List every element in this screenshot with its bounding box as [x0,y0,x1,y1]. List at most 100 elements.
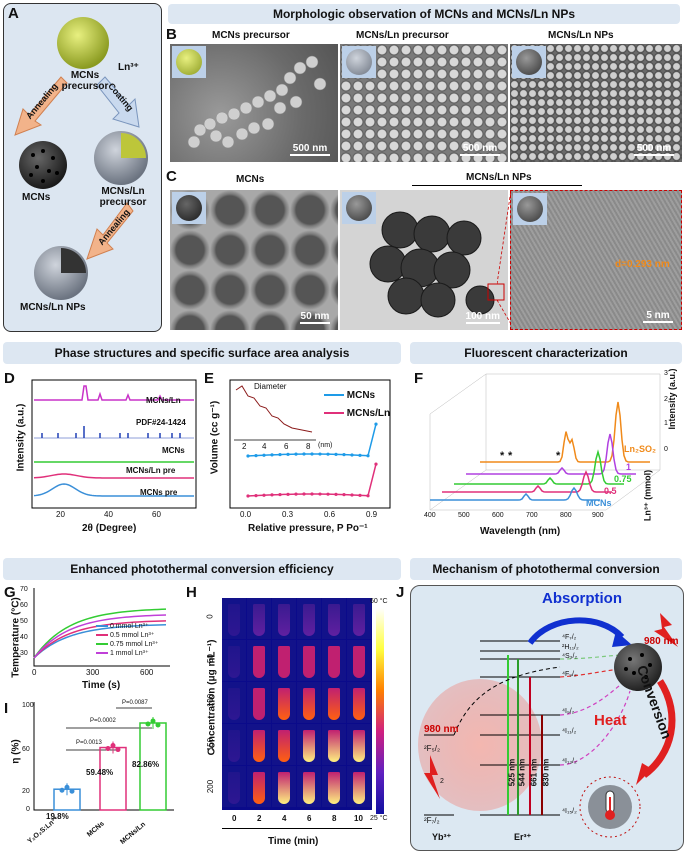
e-isotherm-point [318,452,322,456]
i-ytick-3: 20 [22,788,30,795]
e-ylabel: Volume (cc g⁻¹) [209,400,221,475]
d-xrd-trace [33,483,194,497]
f-xtick-1: 400 [424,512,436,519]
j-heat: Heat [594,712,627,729]
b-title-3: MCNs/Ln NPs [548,30,614,41]
i-cat-2: MCNs [86,820,106,839]
e-isotherm-point [326,452,330,456]
f-ser-3: 0.75 [614,474,632,484]
h-tube [328,646,340,678]
b-inset-2 [342,46,376,78]
g-xtick-1: 0 [32,668,37,677]
f-spectrum [454,449,624,485]
i-dot [150,718,156,724]
j-mechanism-diagram [418,613,678,838]
h-tube [303,646,315,678]
f-star-1: * [500,450,505,462]
j-f52: ²F₅/₂ [424,744,441,753]
h-tube [278,604,290,636]
g-temp-curve [33,624,167,659]
j-hot-particle [579,776,641,838]
g-temp-curve [33,608,167,659]
e-isotherm-point [286,452,290,456]
e-isotherm-point [366,454,370,458]
b-inset-3 [512,46,546,78]
j-level-3: ⁴S₃/₂ [562,653,578,660]
h-col-4: 6 [307,814,312,823]
j-em-1: 525 nm [507,758,517,787]
h-tube [353,646,365,678]
e-isotherm-point [334,492,338,496]
f-ser-5: MCNs [586,498,612,508]
f-ztick-2: 2 [664,396,668,403]
f-xtick-2: 500 [458,512,470,519]
h-col-5: 8 [332,814,337,823]
h-tube [328,772,340,804]
h-thermal-cell [272,598,296,639]
e-xtick-1: 0.0 [240,510,252,519]
h-thermal-cell [322,640,346,681]
h-thermal-cell [272,640,296,681]
b-scale-1: 500 nm [290,143,330,156]
panel-label-b: B [166,26,177,43]
e-inset-tick-4: 8 [306,442,311,451]
b-scale-label-1: 500 nm [292,143,328,154]
h-tube [278,730,290,762]
d-xrd-chart [31,379,197,509]
e-isotherm-point [326,492,330,496]
h-thermal-cell [347,640,371,681]
g-legend-4: 1 mmol Ln³⁺ [96,649,158,658]
i-ytick-4: 0 [26,806,30,813]
panel-label-e: E [204,370,215,387]
i-bar [99,746,127,811]
j-laser2: 980 nm [424,724,459,735]
i-dot [145,721,151,727]
d-xtick-2: 40 [104,510,113,519]
h-thermal-cell [322,598,346,639]
h-tube [278,772,290,804]
h-axis-line [222,828,372,829]
e-isotherm-point [286,492,290,496]
e-isotherm-point [358,493,362,497]
g-legend-2: 0.5 mmol Ln³⁺ [96,631,158,640]
i-val-2: 59.48% [86,768,114,777]
e-isotherm-point [278,452,282,457]
j-num2: 2 [440,778,444,785]
h-cbar-top: 60 °C [370,598,388,605]
g-legend-1: 0 mmol Ln³⁺ [96,622,158,631]
annealing-arrow-bottom [86,202,134,260]
header-phase: Phase structures and specific surface ar… [3,342,401,364]
a-lnnps-label: MCNs/Ln NPs [20,302,86,313]
b-sem-image-1: 500 nm [170,44,338,162]
c-scale-2: 100 nm [465,311,500,324]
c-title-line [412,185,582,186]
h-thermal-cell [322,682,346,723]
e-inset-curve [235,385,313,433]
b-sem-image-3: 500 nm [510,44,682,162]
panel-a-diagram [14,17,148,300]
j-level-7: ⁴I₁₃/₂ [562,758,577,765]
b-scale-label-2: 500 nm [462,143,498,154]
i-dot [64,784,70,790]
b-title-2: MCNs/Ln precursor [356,30,449,41]
h-tube [253,604,265,636]
f-xtick-5: 800 [560,512,572,519]
h-tube [303,604,315,636]
header-morphology: Morphologic observation of MCNs and MCNs… [168,4,680,24]
e-isotherm-point [270,493,274,497]
e-isotherm-point [358,453,362,457]
e-inset-tick-3: 6 [284,442,289,451]
f-3d-chart [429,373,661,511]
i-cat-3: MCNs/Ln [119,821,148,846]
h-tube [278,688,290,720]
e-isotherm-point [350,453,354,457]
e-isotherm-point [294,492,298,496]
c-scale-label-3: 5 nm [646,310,670,321]
h-tube [253,688,265,720]
j-ion-glow [418,679,542,811]
h-colorbar [376,608,384,814]
h-thermal-cell [247,682,271,723]
f-ser-1: Ln₂SO₂ [624,444,656,454]
f-spectrum [442,470,612,493]
e-isotherm-point [254,454,258,458]
